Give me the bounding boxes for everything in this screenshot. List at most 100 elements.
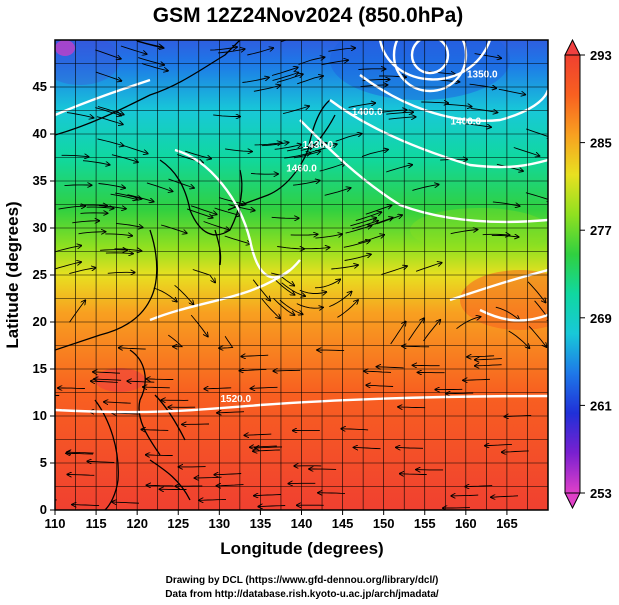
streamline	[95, 71, 122, 81]
streamline	[491, 496, 519, 497]
streamline	[190, 314, 208, 336]
y-tick-label: 10	[33, 408, 47, 423]
streamline	[317, 350, 345, 351]
streamline	[66, 453, 94, 454]
streamline	[390, 322, 406, 345]
streamline	[111, 154, 138, 162]
streamline	[147, 485, 174, 486]
streamline	[271, 67, 298, 76]
streamline	[120, 45, 147, 54]
colorbar-min-triangle	[564, 492, 581, 510]
streamline	[69, 300, 86, 323]
streamline	[463, 379, 491, 380]
streamline	[239, 369, 267, 370]
streamline	[365, 205, 392, 215]
y-tick-label: 35	[33, 173, 47, 188]
coastlines	[55, 40, 336, 510]
streamline	[358, 235, 384, 244]
streamline	[318, 493, 346, 494]
streamline	[415, 263, 442, 272]
streamline	[324, 188, 351, 196]
y-tick-label: 30	[33, 220, 47, 235]
colorbar-tick-label: 269	[590, 311, 612, 326]
streamline	[98, 183, 126, 189]
streamline	[271, 217, 299, 218]
streamline	[261, 298, 280, 319]
streamline	[104, 402, 131, 403]
streamline	[55, 246, 81, 253]
streamline	[311, 144, 337, 153]
streamline	[199, 499, 227, 500]
streamline	[534, 300, 548, 322]
streamline	[80, 205, 107, 206]
streamline	[241, 355, 269, 356]
streamline	[204, 388, 232, 389]
streamline	[141, 63, 168, 71]
streamline	[87, 461, 115, 462]
streamline	[105, 234, 132, 236]
y-tick-label: 15	[33, 361, 47, 376]
streamline	[513, 147, 540, 157]
streamline	[78, 232, 106, 234]
streamline	[273, 297, 295, 315]
streamline	[273, 370, 301, 371]
colorbar-max-triangle	[564, 38, 581, 56]
streamline	[66, 112, 94, 118]
streamline	[261, 142, 289, 147]
streamline	[255, 447, 283, 448]
streamline	[296, 303, 323, 309]
x-tick-label: 110	[45, 516, 66, 531]
streamline	[105, 253, 133, 254]
y-tick-label: 0	[40, 502, 47, 517]
x-tick-label: 150	[373, 516, 395, 531]
x-tick-label: 140	[291, 516, 313, 531]
streamline	[456, 317, 481, 330]
streamline	[443, 508, 470, 509]
colorbar-tick-label: 293	[590, 48, 612, 63]
streamline	[492, 201, 520, 206]
streamline	[228, 204, 254, 211]
streamline	[67, 475, 95, 476]
streamline	[242, 77, 269, 83]
x-tick-label: 145	[332, 516, 354, 531]
y-tick-label: 5	[40, 455, 47, 470]
streamline	[293, 181, 320, 186]
colorbar-tick-label: 277	[590, 223, 612, 238]
y-tick-label: 45	[33, 79, 47, 94]
streamline	[127, 194, 154, 202]
streamline	[55, 262, 81, 270]
x-tick-label: 125	[167, 516, 189, 531]
streamline	[97, 138, 124, 146]
streamline	[146, 182, 173, 192]
colorbar-tick-label: 261	[590, 398, 612, 413]
streamline	[328, 48, 355, 52]
x-axis-ticks: 110 115 120 125 130 135 140 145 150 155 160 165	[45, 510, 518, 531]
streamline	[214, 474, 242, 475]
streamline	[421, 102, 448, 103]
streamline	[314, 279, 340, 289]
streamline	[279, 299, 303, 314]
streamline	[475, 359, 502, 360]
streamline	[146, 379, 174, 380]
streamline	[186, 208, 213, 218]
streamline	[343, 241, 370, 248]
streamline	[58, 206, 86, 210]
streamline	[469, 83, 497, 88]
x-axis-label: Longitude (degrees)	[220, 539, 383, 558]
streamline	[331, 265, 358, 270]
streamline	[398, 407, 426, 408]
streamline	[377, 367, 404, 368]
streamline	[474, 53, 502, 59]
streamline	[224, 235, 251, 244]
streamline	[86, 207, 114, 208]
streamline	[146, 455, 173, 456]
streamline	[281, 282, 305, 296]
streamline	[219, 336, 234, 348]
streamline	[482, 234, 510, 235]
streamline	[337, 300, 358, 318]
streamline	[61, 155, 89, 157]
colorbar-gradient	[564, 54, 581, 494]
streamline	[335, 134, 362, 142]
